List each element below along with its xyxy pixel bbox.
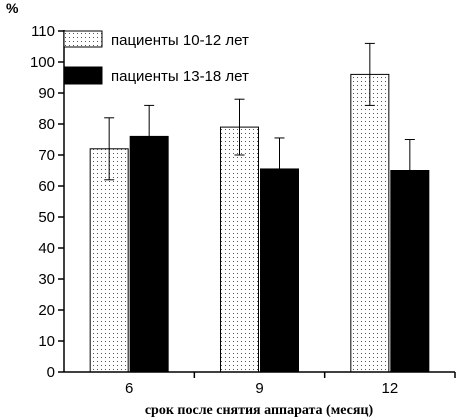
- legend-label-10-12: пациенты 10-12 лет: [111, 32, 249, 49]
- error-bar: [234, 98, 245, 156]
- error-bar: [274, 137, 285, 201]
- bar-10-12-12: [350, 73, 390, 373]
- bars-layer: [89, 73, 430, 373]
- bar-10-12-6: [89, 148, 129, 373]
- y-tick-label: 30: [38, 271, 55, 288]
- x-axis-title: срок после снятия аппарата (месяц): [145, 403, 374, 418]
- y-tick-label: 70: [38, 147, 55, 164]
- y-tick-label: 100: [30, 54, 55, 71]
- axes-layer: [63, 30, 455, 373]
- error-bars-layer: [104, 42, 415, 202]
- y-ticks-layer: 0 10 20 30 40 50 60 70 80 90 100 110: [30, 23, 64, 381]
- y-tick-label: 90: [38, 85, 55, 102]
- error-bar: [404, 139, 415, 202]
- y-unit-label: %: [6, 0, 19, 16]
- y-tick-label: 50: [38, 209, 55, 226]
- legend: пациенты 10-12 лет пациенты 13-18 лет: [63, 30, 249, 85]
- y-tick-label: 60: [38, 178, 55, 195]
- y-tick-label: 0: [47, 364, 55, 381]
- y-tick-label: 10: [38, 333, 55, 350]
- y-tick-label: 40: [38, 240, 55, 257]
- y-tick-label: 110: [31, 23, 55, 40]
- error-bar: [104, 117, 115, 181]
- y-tick-label: 20: [38, 302, 55, 319]
- bar-13-18-9: [260, 168, 299, 373]
- bar-10-12-9: [220, 126, 259, 373]
- legend-swatch-13-18: [63, 66, 103, 85]
- legend-swatch-10-12: [63, 30, 103, 48]
- bar-13-18-6: [129, 135, 169, 373]
- x-tick-label: 12: [381, 380, 398, 397]
- error-bar: [144, 104, 155, 168]
- y-tick-label: 80: [38, 116, 55, 133]
- bar-13-18-12: [390, 170, 430, 373]
- x-ticks-layer: 6 9 12: [125, 372, 456, 397]
- x-tick-label: 9: [255, 380, 263, 397]
- error-bar: [364, 42, 375, 106]
- legend-label-13-18: пациенты 13-18 лет: [111, 68, 249, 85]
- x-tick-label: 6: [125, 380, 133, 397]
